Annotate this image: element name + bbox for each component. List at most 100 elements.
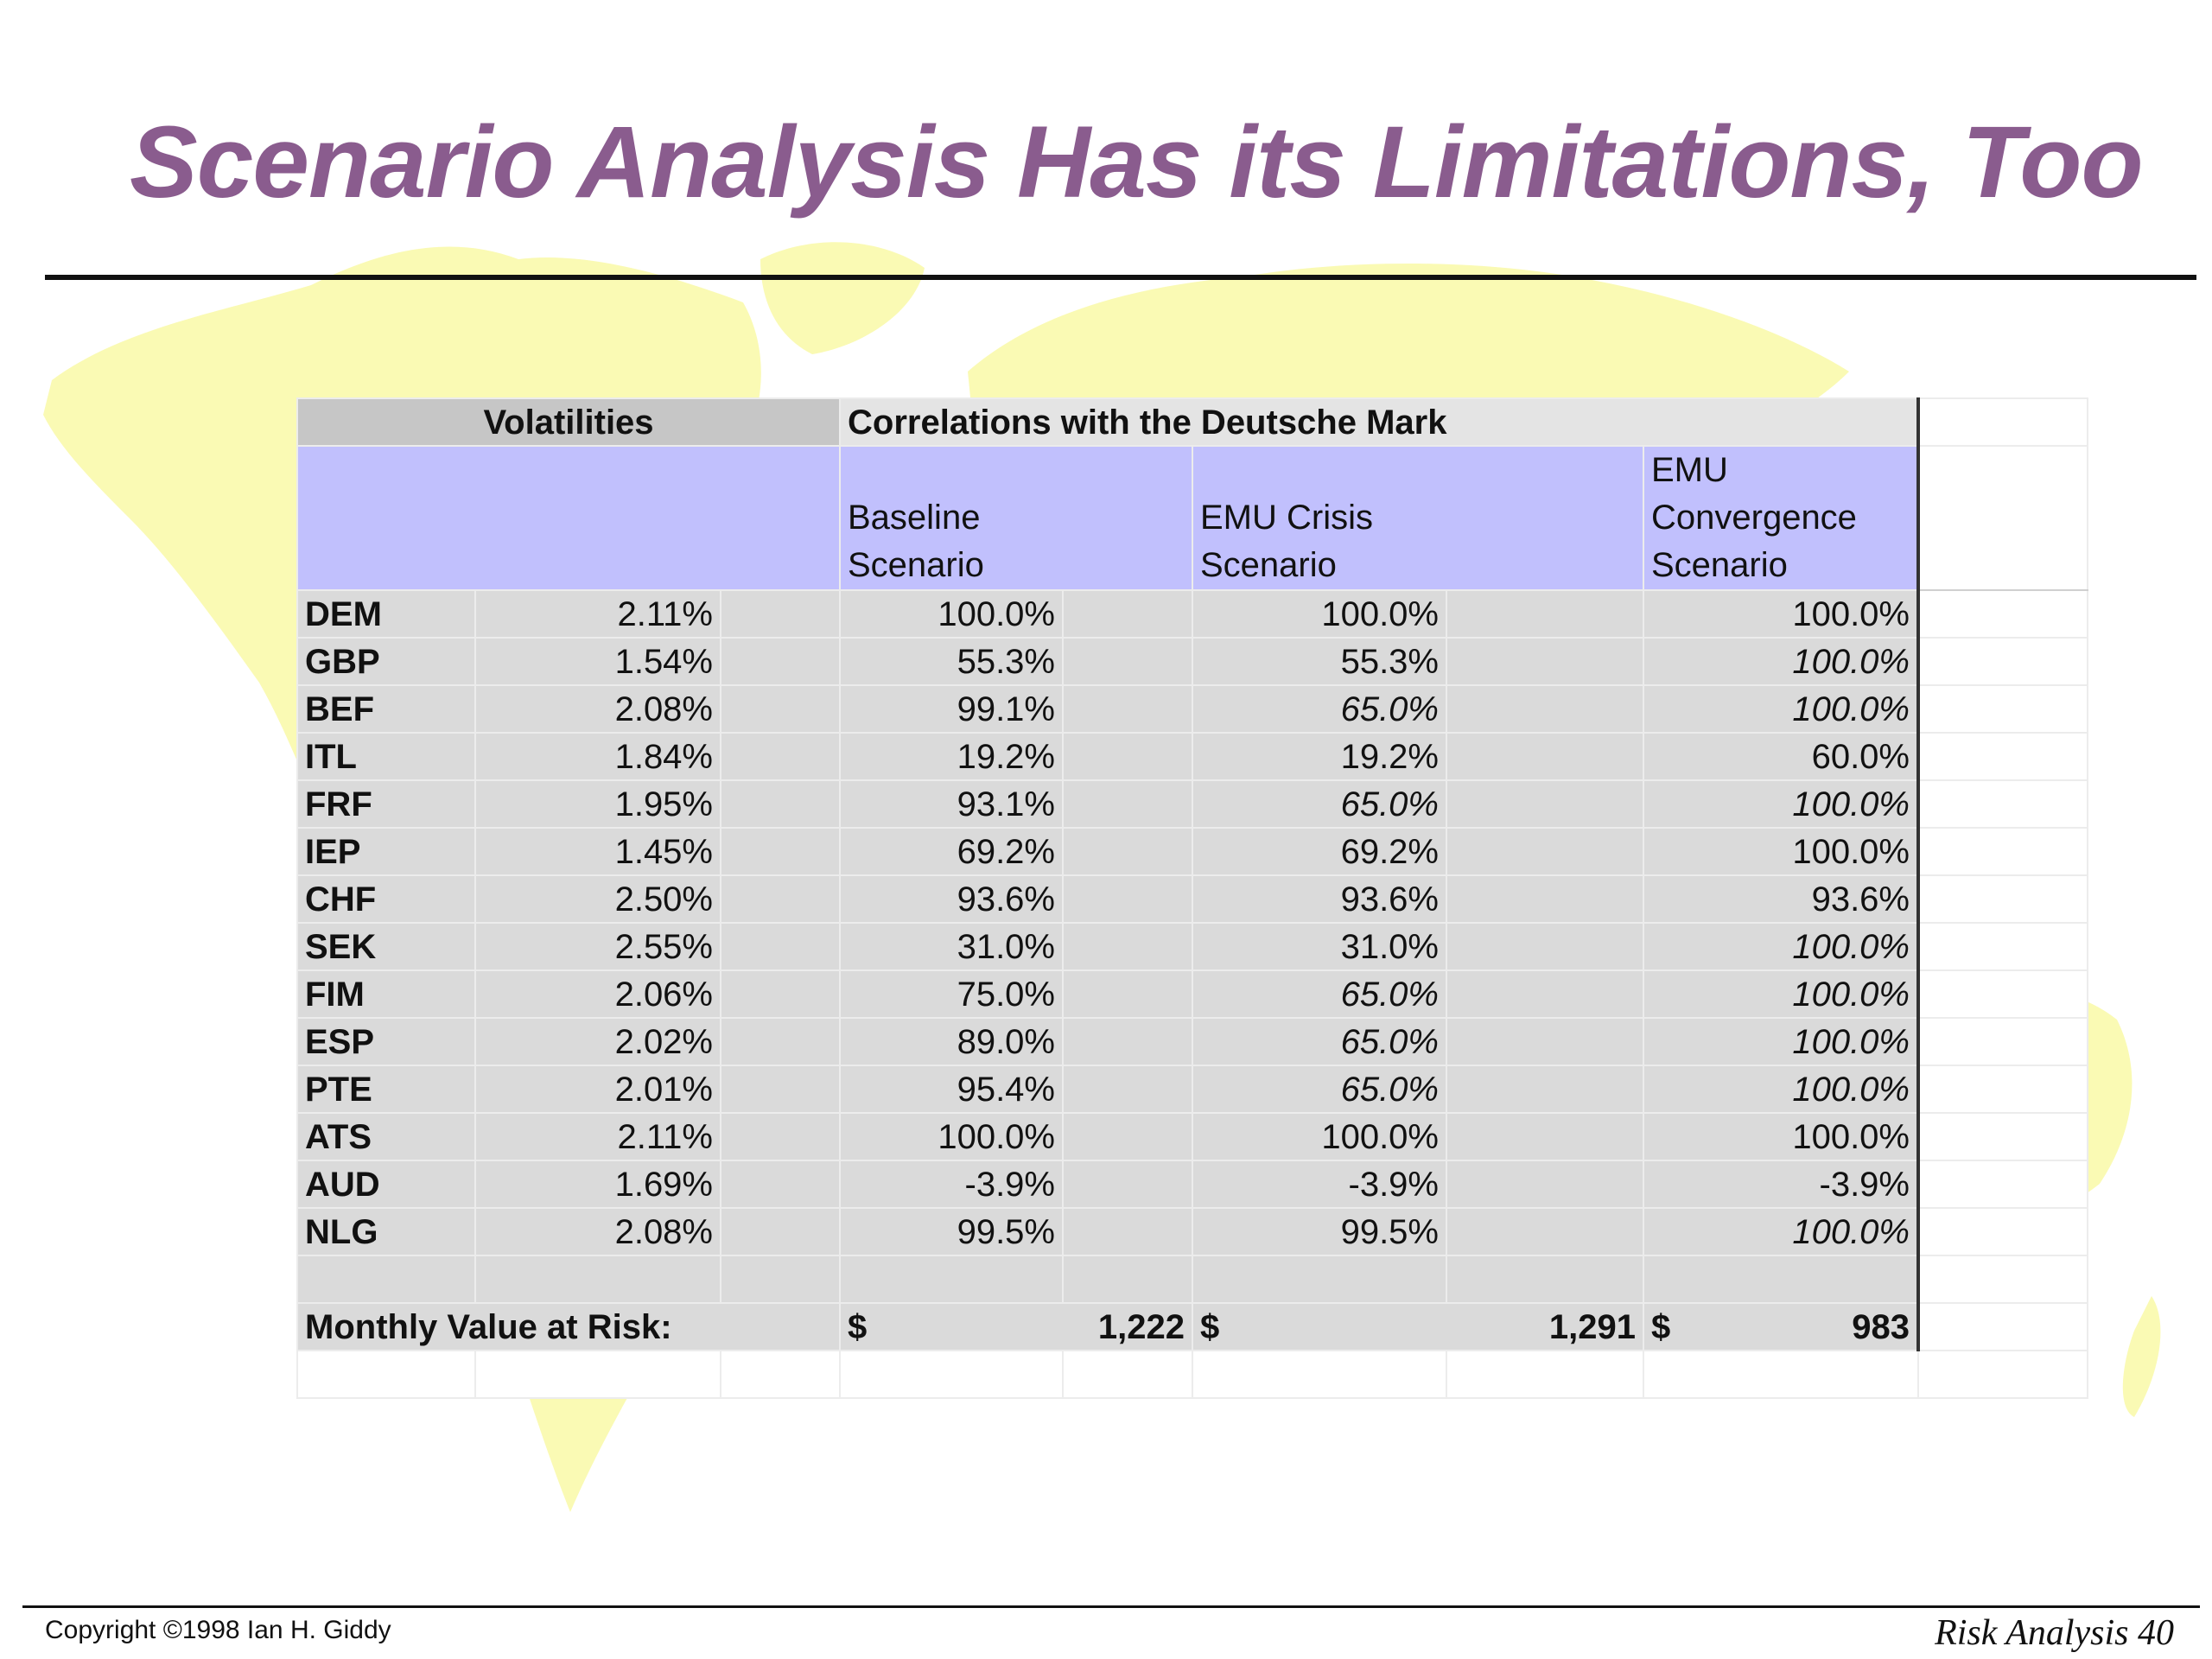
currency-code: FIM — [296, 969, 476, 1019]
crisis-cell: 65.0% — [1192, 779, 1447, 829]
convergence-cell: 100.0% — [1643, 1207, 1920, 1256]
convergence-cell: 100.0% — [1643, 637, 1920, 686]
table-row: FIM 2.06% 75.0% 65.0% 100.0% — [296, 969, 2088, 1019]
convergence-cell: 100.0% — [1643, 969, 1920, 1019]
crisis-cell: 65.0% — [1192, 969, 1447, 1019]
baseline-cell: 100.0% — [839, 589, 1064, 639]
convergence-cell: 93.6% — [1643, 874, 1920, 924]
table-row: IEP 1.45% 69.2% 69.2% 100.0% — [296, 827, 2088, 876]
baseline-cell: 99.5% — [839, 1207, 1064, 1256]
crisis-cell: 31.0% — [1192, 922, 1447, 971]
table-row: DEM 2.11% 100.0% 100.0% 100.0% — [296, 589, 2088, 639]
currency-code: AUD — [296, 1160, 476, 1209]
currency-code: BEF — [296, 684, 476, 734]
volatility-cell: 2.08% — [474, 1207, 721, 1256]
var-amount: 983 — [1852, 1307, 1910, 1346]
slide-title: Scenario Analysis Has its Limitations, T… — [130, 105, 2144, 219]
value-at-risk-label: Monthly Value at Risk: — [296, 1302, 841, 1351]
convergence-var: $983 — [1643, 1302, 1920, 1351]
currency-code: ITL — [296, 732, 476, 781]
currency-symbol: $ — [848, 1307, 868, 1346]
crisis-cell: 55.3% — [1192, 637, 1447, 686]
currency-code: ESP — [296, 1017, 476, 1066]
convergence-cell: 60.0% — [1643, 732, 1920, 781]
baseline-cell: 75.0% — [839, 969, 1064, 1019]
crisis-cell: 93.6% — [1192, 874, 1447, 924]
copyright-text: Copyright ©1998 Ian H. Giddy — [45, 1616, 391, 1644]
table-row: GBP 1.54% 55.3% 55.3% 100.0% — [296, 637, 2088, 686]
crisis-cell: 65.0% — [1192, 1017, 1447, 1066]
convergence-cell: 100.0% — [1643, 1017, 1920, 1066]
volatility-cell: 2.50% — [474, 874, 721, 924]
volatility-cell: 2.01% — [474, 1065, 721, 1114]
scenario-header-convergence: EMU Convergence Scenario — [1643, 445, 1920, 591]
scenario-header-crisis: EMU Crisis Scenario — [1192, 445, 1644, 591]
convergence-cell: 100.0% — [1643, 827, 1920, 876]
table-row: ITL 1.84% 19.2% 19.2% 60.0% — [296, 732, 2088, 781]
convergence-cell: 100.0% — [1643, 922, 1920, 971]
currency-code: CHF — [296, 874, 476, 924]
currency-code: ATS — [296, 1112, 476, 1161]
volatility-cell: 1.54% — [474, 637, 721, 686]
table-row: AUD 1.69% -3.9% -3.9% -3.9% — [296, 1160, 2088, 1209]
table-row: FRF 1.95% 93.1% 65.0% 100.0% — [296, 779, 2088, 829]
page-reference: Risk Analysis 40 — [1935, 1613, 2174, 1653]
volatility-cell: 2.02% — [474, 1017, 721, 1066]
baseline-cell: -3.9% — [839, 1160, 1064, 1209]
currency-code: FRF — [296, 779, 476, 829]
spreadsheet: Volatilities Correlations with the Deuts… — [296, 397, 2088, 1399]
currency-symbol: $ — [1651, 1307, 1671, 1346]
baseline-cell: 99.1% — [839, 684, 1064, 734]
baseline-cell: 19.2% — [839, 732, 1064, 781]
table-row: SEK 2.55% 31.0% 31.0% 100.0% — [296, 922, 2088, 971]
scenario-table: Volatilities Correlations with the Deuts… — [296, 397, 2088, 1399]
table-row: BEF 2.08% 99.1% 65.0% 100.0% — [296, 684, 2088, 734]
baseline-cell: 69.2% — [839, 827, 1064, 876]
convergence-cell: 100.0% — [1643, 1112, 1920, 1161]
title-divider — [45, 275, 2196, 280]
crisis-cell: 100.0% — [1192, 1112, 1447, 1161]
scenario-header-baseline: Baseline Scenario — [839, 445, 1193, 591]
table-row: ESP 2.02% 89.0% 65.0% 100.0% — [296, 1017, 2088, 1066]
crisis-var: $1,291 — [1192, 1302, 1644, 1351]
crisis-cell: 69.2% — [1192, 827, 1447, 876]
volatility-cell: 2.11% — [474, 589, 721, 639]
baseline-cell: 95.4% — [839, 1065, 1064, 1114]
baseline-cell: 93.6% — [839, 874, 1064, 924]
baseline-cell: 100.0% — [839, 1112, 1064, 1161]
blank-row — [296, 1255, 2088, 1304]
volatility-cell: 1.45% — [474, 827, 721, 876]
table-row: NLG 2.08% 99.5% 99.5% 100.0% — [296, 1207, 2088, 1256]
greenland-shape — [760, 242, 925, 354]
baseline-cell: 55.3% — [839, 637, 1064, 686]
convergence-cell: 100.0% — [1643, 1065, 1920, 1114]
volatility-cell: 1.84% — [474, 732, 721, 781]
volatility-cell: 2.08% — [474, 684, 721, 734]
baseline-cell: 93.1% — [839, 779, 1064, 829]
convergence-cell: -3.9% — [1643, 1160, 1920, 1209]
currency-code: SEK — [296, 922, 476, 971]
crisis-cell: 65.0% — [1192, 684, 1447, 734]
header-row: Volatilities Correlations with the Deuts… — [296, 397, 2088, 447]
crisis-cell: 19.2% — [1192, 732, 1447, 781]
baseline-var: $1,222 — [839, 1302, 1193, 1351]
currency-code: PTE — [296, 1065, 476, 1114]
crisis-cell: 99.5% — [1192, 1207, 1447, 1256]
volatilities-header: Volatilities — [296, 397, 841, 447]
table-row: CHF 2.50% 93.6% 93.6% 93.6% — [296, 874, 2088, 924]
volatility-cell: 1.95% — [474, 779, 721, 829]
baseline-cell: 89.0% — [839, 1017, 1064, 1066]
volatility-cell: 1.69% — [474, 1160, 721, 1209]
currency-code: NLG — [296, 1207, 476, 1256]
convergence-cell: 100.0% — [1643, 779, 1920, 829]
volatility-cell: 2.06% — [474, 969, 721, 1019]
table-row: PTE 2.01% 95.4% 65.0% 100.0% — [296, 1065, 2088, 1114]
value-at-risk-row: Monthly Value at Risk: $1,222 $1,291 $983 — [296, 1302, 2088, 1351]
currency-code: GBP — [296, 637, 476, 686]
crisis-cell: -3.9% — [1192, 1160, 1447, 1209]
new-zealand-shape — [2122, 1296, 2161, 1417]
baseline-cell: 31.0% — [839, 922, 1064, 971]
volatility-cell: 2.11% — [474, 1112, 721, 1161]
currency-code: IEP — [296, 827, 476, 876]
currency-symbol: $ — [1200, 1307, 1220, 1346]
